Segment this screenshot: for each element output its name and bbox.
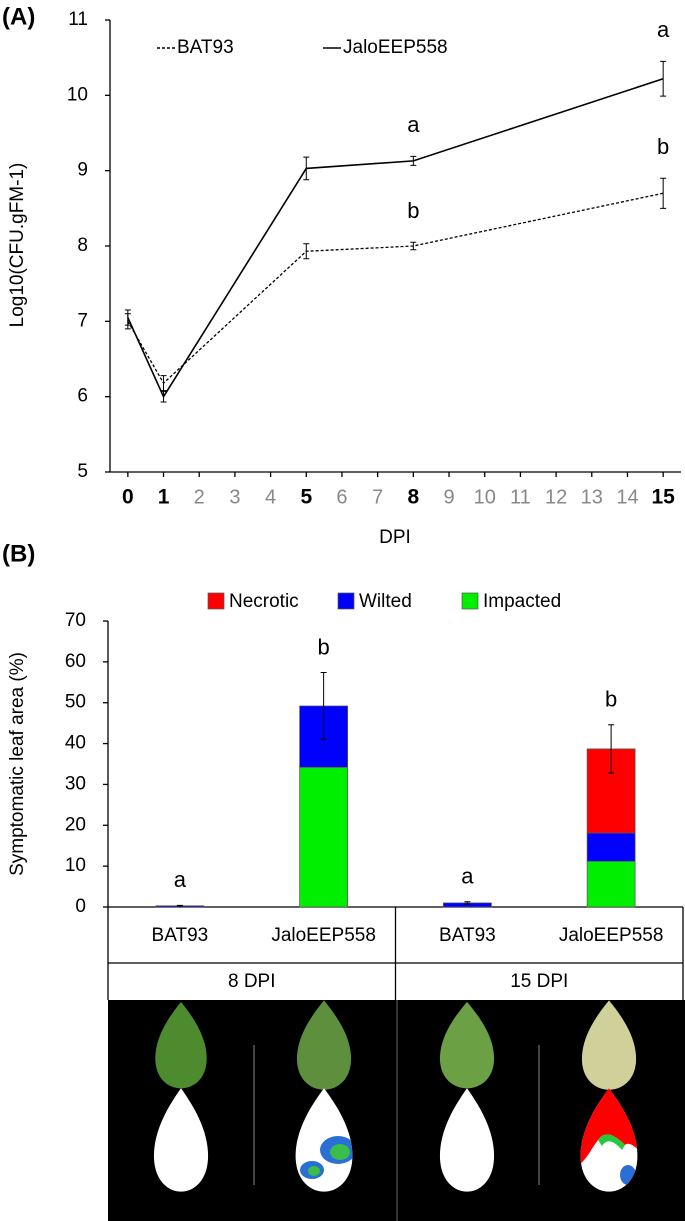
bar-segment (586, 832, 636, 862)
significance-letter: a (407, 112, 420, 137)
x-tick-label: 1 (158, 486, 170, 509)
bar-segment (299, 766, 348, 908)
y-tick-label: 5 (77, 461, 88, 482)
series-line (127, 78, 664, 399)
x-tick-label: 11 (510, 486, 531, 508)
y-tick-label: 10 (67, 84, 88, 105)
x-tick-label: 5 (300, 486, 312, 509)
significance-letter: b (657, 134, 669, 159)
significance-letter: b (605, 687, 617, 712)
x-tick-label: 12 (545, 486, 567, 508)
error-bar (410, 241, 417, 251)
y-tick-label: 40 (65, 733, 86, 754)
error-bar (176, 904, 183, 907)
x-tick-label: BAT93 (439, 925, 496, 946)
significance-letter: b (318, 634, 330, 659)
y-tick-label: 30 (65, 773, 86, 794)
x-tick-label: 7 (372, 486, 383, 508)
y-tick-label: 7 (77, 310, 88, 331)
x-tick-label: 3 (229, 486, 240, 508)
x-tick-label: 2 (194, 486, 205, 508)
legend-label: BAT93 (177, 37, 234, 58)
x-tick-label: 10 (474, 486, 496, 508)
legend-label: Wilted (359, 591, 412, 612)
y-tick-label: 10 (65, 855, 86, 876)
legend-label: Impacted (483, 591, 561, 612)
y-axis-label: Log10(CFU.gFM-1) (7, 163, 28, 328)
series-line (127, 192, 664, 385)
y-axis-label: Symptomatic leaf area (%) (7, 652, 28, 876)
y-tick-label: 70 (65, 610, 86, 631)
x-tick-label: 15 (651, 486, 675, 509)
error-bar (320, 671, 327, 740)
x-tick-label: 13 (581, 486, 603, 508)
error-bar (160, 390, 167, 403)
significance-letter: a (174, 867, 187, 892)
error-bar (124, 309, 131, 326)
x-tick-label: 0 (122, 486, 134, 509)
legend-label: Necrotic (229, 591, 299, 612)
x-tick-label: 4 (265, 486, 276, 508)
legend-swatch (461, 592, 479, 610)
error-bar (608, 724, 615, 774)
error-bar (660, 60, 667, 97)
y-tick-label: 11 (68, 9, 88, 30)
error-bar (160, 375, 167, 392)
y-tick-label: 20 (65, 814, 86, 835)
significance-letter: a (657, 17, 670, 42)
x-axis-label: DPI (379, 527, 411, 548)
y-tick-label: 6 (77, 386, 88, 407)
error-bar (410, 155, 417, 166)
x-tick-label: BAT93 (152, 925, 209, 946)
x-tick-label: JaloEEP558 (559, 925, 664, 946)
x-tick-label: 9 (443, 486, 454, 508)
bar-segment (586, 860, 636, 908)
error-bar (464, 901, 471, 905)
error-bar (660, 177, 667, 209)
error-bar (303, 156, 310, 181)
group-label: 8 DPI (228, 971, 276, 992)
y-tick-label: 8 (77, 235, 88, 256)
error-bar (303, 243, 310, 260)
y-tick-label: 9 (77, 160, 88, 181)
significance-letter: b (407, 198, 419, 223)
x-tick-label: 6 (336, 486, 347, 508)
legend-swatch (337, 592, 355, 610)
y-tick-label: 50 (65, 692, 86, 713)
panel-label: (A) (2, 3, 35, 30)
y-tick-label: 60 (65, 651, 86, 672)
legend-swatch (207, 592, 225, 610)
x-tick-label: JaloEEP558 (271, 925, 376, 946)
group-label: 15 DPI (510, 971, 568, 992)
panel-label: (B) (2, 540, 35, 567)
significance-letter: a (461, 864, 474, 889)
x-tick-label: 14 (616, 486, 638, 508)
legend-label: JaloEEP558 (343, 37, 448, 58)
y-tick-label: 0 (75, 896, 86, 917)
x-tick-label: 8 (408, 486, 420, 509)
leaf-images (108, 1000, 685, 1221)
